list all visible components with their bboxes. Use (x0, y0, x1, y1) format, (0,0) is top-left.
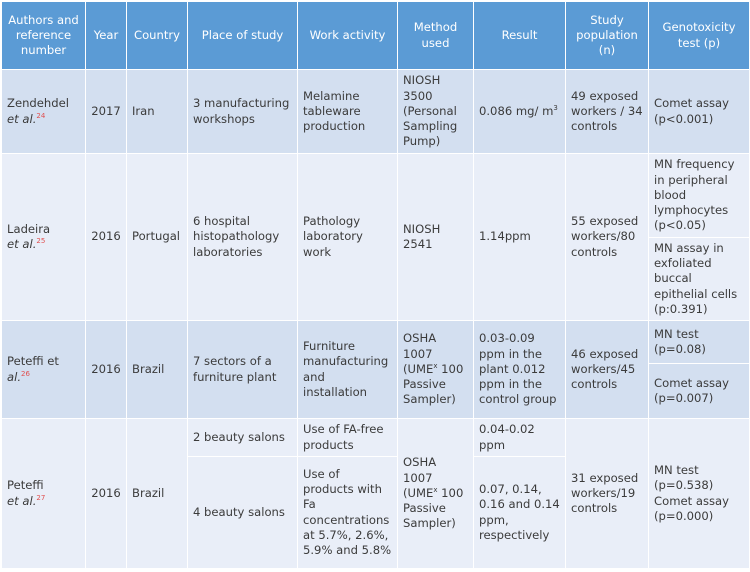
genotoxicity-cell: MN frequency in peripheral blood lymphoc… (648, 153, 750, 238)
author-cell: Ladeira et al.25 (1, 153, 86, 321)
et-al: et al. (7, 111, 37, 126)
genotoxicity-cell: MN test (p=0.538) Comet assay (p=0.000) (648, 418, 750, 569)
activity-cell: Pathology laboratory work (297, 153, 398, 321)
header-authors: Authors and reference number (1, 1, 86, 70)
country-cell: Portugal (126, 153, 188, 321)
table-row: Peteffi et al.26 2016 Brazil 7 sectors of… (1, 320, 750, 419)
method-superscript: x (433, 362, 438, 371)
year-cell: 2016 (85, 153, 127, 321)
population-cell: 55 exposed workers/80 controls (565, 153, 649, 321)
reference-number: 24 (36, 111, 46, 120)
author-cell: Peteffi et al.27 (1, 418, 86, 569)
header-result: Result (473, 1, 566, 70)
activity-cell: Use of FA-free products (297, 418, 398, 457)
place-cell: 4 beauty salons (187, 456, 298, 569)
et-al: et al. (7, 237, 37, 251)
population-cell: 49 exposed workers / 34 controls (565, 69, 649, 154)
reference-number: 27 (36, 493, 46, 502)
header-row: Authors and reference number Year Countr… (1, 1, 750, 70)
table-row: 4 beauty salons Use of products with Fa … (2, 456, 750, 569)
genotoxicity-cell: Comet assay (p=0.007) (648, 363, 750, 419)
population-cell: 31 exposed workers/19 controls (565, 418, 649, 569)
result-cell: 1.14ppm (473, 153, 566, 321)
reference-number: 25 (36, 237, 46, 246)
author-name: Zendehdel (7, 96, 69, 111)
author-name: Peteffi (7, 478, 44, 493)
genotoxicity-cell: MN test (p=0.08) (648, 320, 750, 364)
author-name: Peteffi et (7, 354, 59, 369)
et-al: al. (7, 369, 22, 384)
table-row: Ladeira et al.25 2016 Portugal 6 hospital… (1, 153, 750, 321)
country-cell: Brazil (126, 320, 188, 419)
country-cell: Brazil (126, 418, 188, 569)
method-cell: NIOSH 3500 (Personal Sampling Pump) (397, 69, 474, 154)
table-row: Peteffi et al.27 2016 Brazil 2 beauty sal… (1, 418, 750, 569)
method-cell: OSHA 1007 (UMEx 100 Passive Sampler) (397, 320, 474, 419)
result-cell: 0.086 mg/ m3 (473, 69, 566, 154)
reference-number: 26 (21, 369, 30, 378)
header-genotoxicity: Genotoxicity test (p) (648, 1, 750, 70)
activity-cell: Melamine tableware production (297, 69, 398, 154)
method-text: OSHA 1007 (UME (403, 455, 437, 500)
header-year: Year (85, 1, 127, 70)
year-cell: 2017 (85, 69, 127, 154)
result-cell: 0.07, 0.14, 0.16 and 0.14 ppm, respectiv… (473, 456, 566, 569)
genotoxicity-cell: MN assay in exfoliated buccal epithelial… (648, 237, 750, 321)
header-country: Country (126, 1, 188, 70)
header-population: Study population (n) (565, 1, 649, 70)
place-cell: 7 sectors of a furniture plant (187, 320, 298, 419)
table-row: Zendehdel et al.24 2017 Iran 3 manufactur… (1, 69, 750, 154)
author-cell: Peteffi et al.26 (1, 320, 86, 419)
method-superscript: x (433, 486, 438, 495)
country-cell: Iran (126, 69, 188, 154)
result-cell: 0.03-0.09 ppm in the plant 0.012 ppm in … (473, 320, 566, 419)
et-al: et al. (7, 493, 37, 508)
header-activity: Work activity (297, 1, 398, 70)
activity-cell: Furniture manufacturing and installation (297, 320, 398, 419)
place-cell: 6 hospital histopathology laboratories (187, 153, 298, 321)
table-row: Comet assay (p=0.007) (2, 363, 750, 419)
result-value: 0.086 mg/ m (479, 103, 554, 118)
method-text-end: 100 Passive Sampler) (403, 361, 464, 407)
header-method: Method used (397, 1, 474, 70)
place-cell: 3 manufacturing workshops (187, 69, 298, 154)
result-superscript: 3 (553, 104, 558, 113)
method-cell: OSHA 1007 (UMEx 100 Passive Sampler) (397, 418, 474, 569)
author-cell: Zendehdel et al.24 (1, 69, 86, 154)
population-cell: 46 exposed workers/45 controls (565, 320, 649, 419)
header-place: Place of study (187, 1, 298, 70)
method-cell: NIOSH 2541 (397, 153, 474, 321)
method-text-end: 100 Passive Sampler) (403, 485, 464, 531)
year-cell: 2016 (85, 320, 127, 419)
place-cell: 2 beauty salons (187, 418, 298, 457)
method-text: OSHA 1007 (UME (403, 331, 437, 376)
activity-cell: Use of products with Fa concentrations a… (297, 456, 398, 569)
table-row: MN assay in exfoliated buccal epithelial… (2, 237, 750, 321)
year-cell: 2016 (85, 418, 127, 569)
result-cell: 0.04-0.02 ppm (473, 418, 566, 457)
author-name: Ladeira (7, 221, 51, 236)
genotoxicity-cell: Comet assay (p<0.001) (648, 69, 750, 154)
